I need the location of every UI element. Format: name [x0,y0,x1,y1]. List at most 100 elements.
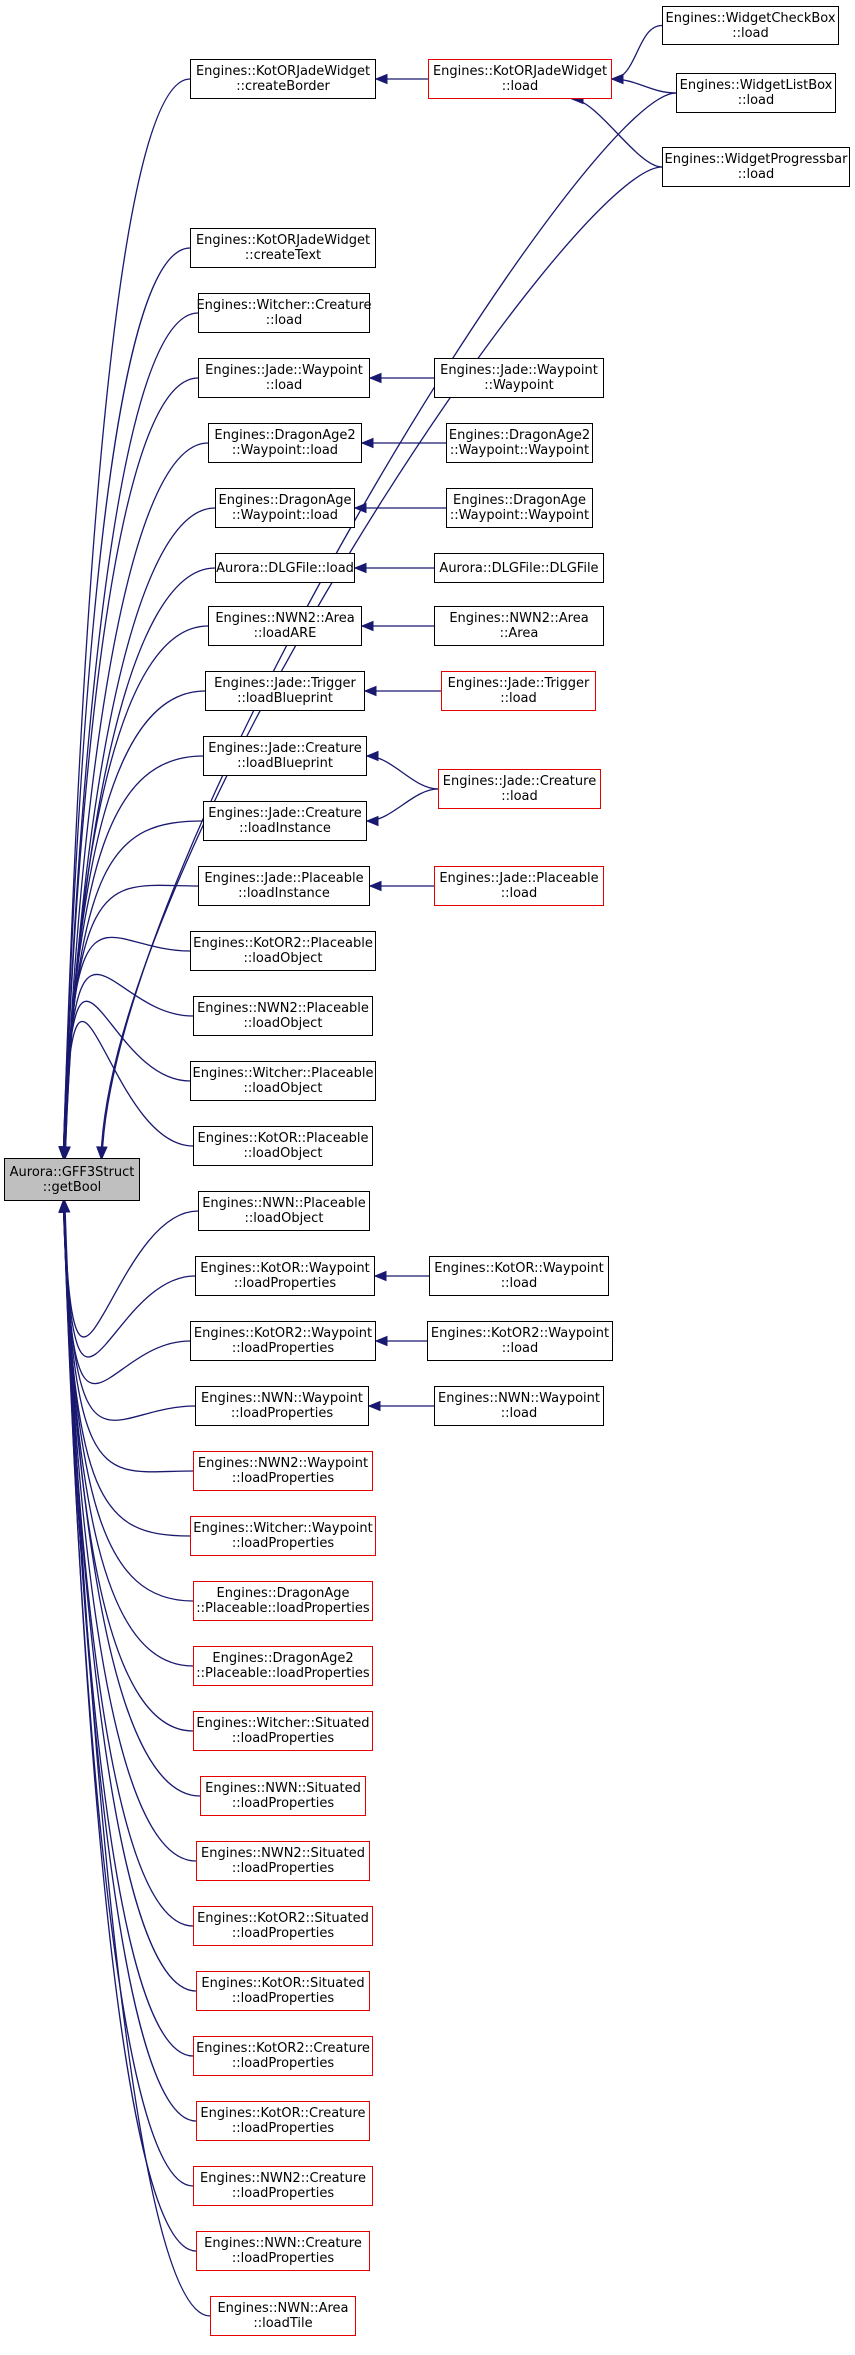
edge-arrowhead [360,437,374,449]
edge-nat-to-root [64,1200,211,2317]
graph-node-kwl[interactable]: Engines::KotOR::Waypoint::load [429,1256,609,1296]
node-label-line: ::load [265,313,303,328]
graph-node-dww[interactable]: Engines::DragonAge::Waypoint::Waypoint [446,488,593,528]
graph-node-nwl[interactable]: Engines::NWN::Waypoint::load [434,1386,604,1426]
node-label-line: Engines::WidgetListBox [679,78,833,93]
graph-node-k2sp[interactable]: Engines::KotOR2::Situated::loadPropertie… [193,1906,373,1946]
node-label-line: ::Placeable::loadProperties [196,1601,370,1616]
node-label-line: ::loadInstance [238,886,330,901]
node-label-line: ::loadProperties [233,1276,337,1291]
graph-node-k2wl[interactable]: Engines::KotOR2::Waypoint::load [427,1321,613,1361]
node-label-line: Engines::KotOR::Waypoint [200,1261,370,1276]
graph-node-k2po[interactable]: Engines::KotOR2::Placeable::loadObject [190,931,376,971]
graph-node-n2sp[interactable]: Engines::NWN2::Situated::loadProperties [196,1841,370,1881]
node-label-line: Engines::NWN::Waypoint [201,1391,363,1406]
node-label-line: Engines::NWN2::Area [449,611,589,626]
graph-node-n2po[interactable]: Engines::NWN2::Placeable::loadObject [193,996,373,1036]
graph-node-wpo[interactable]: Engines::Witcher::Placeable::loadObject [190,1061,376,1101]
graph-node-dlgd[interactable]: Aurora::DLGFile::DLGFile [434,553,604,583]
edge-arrowhead [610,73,624,85]
node-label-line: ::loadProperties [231,1991,335,2006]
graph-node-dlgl[interactable]: Aurora::DLGFile::load [215,553,355,583]
node-label-line: ::loadObject [244,1211,324,1226]
graph-node-wpb[interactable]: Engines::WidgetProgressbar::load [662,147,850,187]
edge-kcb-to-root [62,78,191,1159]
graph-node-kwp[interactable]: Engines::KotOR::Waypoint::loadProperties [195,1256,375,1296]
edge-wpb-to-root [100,166,663,1159]
edge-jwl-to-root [63,377,199,1159]
graph-node-ncp[interactable]: Engines::NWN::Creature::loadProperties [196,2231,370,2271]
node-label-line: Engines::NWN::Placeable [202,1196,366,1211]
graph-node-jpl[interactable]: Engines::Jade::Placeable::load [434,866,604,906]
graph-node-d2ww[interactable]: Engines::DragonAge2::Waypoint::Waypoint [446,423,593,463]
graph-node-npo[interactable]: Engines::NWN::Placeable::loadObject [198,1191,370,1231]
graph-node-jwl[interactable]: Engines::Jade::Waypoint::load [198,358,370,398]
graph-node-wcl[interactable]: Engines::Witcher::Creature::load [196,293,372,333]
graph-node-ksp[interactable]: Engines::KotOR::Situated::loadProperties [196,1971,370,2011]
graph-node-kl[interactable]: Engines::KotORJadeWidget::load [428,59,612,99]
node-label-line: Engines::NWN::Situated [205,1781,361,1796]
node-label-line: Engines::Witcher::Placeable [192,1066,374,1081]
node-label-line: Engines::Witcher::Creature [196,298,372,313]
graph-node-jci[interactable]: Engines::Jade::Creature::loadInstance [203,801,367,841]
node-label-line: Engines::Jade::Waypoint [205,363,363,378]
node-label-line: ::Waypoint::load [231,443,339,458]
node-label-line: ::loadProperties [231,1731,335,1746]
edge-k2po-to-root [62,936,191,1159]
graph-node-jcb[interactable]: Engines::Jade::Creature::loadBlueprint [203,736,367,776]
edge-nsp-to-root [63,1200,201,1797]
node-label-line: Engines::NWN::Creature [204,2236,362,2251]
graph-node-nwp[interactable]: Engines::NWN::Waypoint::loadProperties [195,1386,369,1426]
node-label-line: Engines::Witcher::Situated [196,1716,370,1731]
graph-node-d2pp[interactable]: Engines::DragonAge2::Placeable::loadProp… [193,1646,373,1686]
graph-node-nat[interactable]: Engines::NWN::Area::loadTile [210,2296,356,2336]
node-label-line: Engines::WidgetProgressbar [664,152,848,167]
graph-node-jpi[interactable]: Engines::Jade::Placeable::loadInstance [198,866,370,906]
graph-node-kcb[interactable]: Engines::KotORJadeWidget::createBorder [190,59,376,99]
graph-node-nsp[interactable]: Engines::NWN::Situated::loadProperties [200,1776,366,1816]
edge-wlb-to-root [101,92,677,1159]
node-label-line: ::loadInstance [239,821,331,836]
node-label-line: Engines::NWN2::Placeable [197,1001,369,1016]
edge-arrowhead [353,502,367,514]
node-label-line: Engines::KotOR2::Waypoint [193,1326,373,1341]
graph-node-root[interactable]: Aurora::GFF3Struct::getBool [4,1158,140,1201]
graph-node-jtb[interactable]: Engines::Jade::Trigger::loadBlueprint [205,671,365,711]
graph-node-kpo[interactable]: Engines::KotOR::Placeable::loadObject [193,1126,373,1166]
node-label-line: ::createBorder [236,79,330,94]
node-label-line: Engines::DragonAge2 [212,1651,354,1666]
graph-node-wsp[interactable]: Engines::Witcher::Situated::loadProperti… [193,1711,373,1751]
graph-node-k2wp[interactable]: Engines::KotOR2::Waypoint::loadPropertie… [190,1321,376,1361]
node-label-line: Engines::KotOR::Situated [201,1976,365,1991]
graph-node-n2cp[interactable]: Engines::NWN2::Creature::loadProperties [193,2166,373,2206]
graph-node-wcb[interactable]: Engines::WidgetCheckBox::load [662,6,839,45]
node-label-line: ::loadProperties [231,1341,335,1356]
edge-k2wp-to-root [62,1200,191,1385]
edge-wwp-to-root [62,1200,191,1537]
edge-nwp-to-root [62,1200,196,1421]
edge-arrowhead [363,685,377,697]
graph-node-jcl[interactable]: Engines::Jade::Creature::load [438,769,601,809]
node-label-line: ::loadProperties [231,1471,335,1486]
graph-node-jtl[interactable]: Engines::Jade::Trigger::load [441,671,596,711]
node-label-line: ::load [501,79,539,94]
edge-arrowhead [365,750,379,762]
graph-node-kcp[interactable]: Engines::KotOR::Creature::loadProperties [196,2101,370,2141]
graph-node-wlb[interactable]: Engines::WidgetListBox::load [676,73,836,113]
graph-node-n2aa[interactable]: Engines::NWN2::Area::Area [434,606,604,646]
graph-node-jww[interactable]: Engines::Jade::Waypoint::Waypoint [434,358,604,398]
node-label-line: ::loadProperties [231,2251,335,2266]
graph-node-d2wl[interactable]: Engines::DragonAge2::Waypoint::load [208,423,362,463]
graph-node-n2wp[interactable]: Engines::NWN2::Waypoint::loadProperties [193,1451,373,1491]
graph-node-k2cp[interactable]: Engines::KotOR2::Creature::loadPropertie… [193,2036,373,2076]
graph-node-wwp[interactable]: Engines::Witcher::Waypoint::loadProperti… [190,1516,376,1556]
node-label-line: ::loadProperties [231,1926,335,1941]
graph-node-n2al[interactable]: Engines::NWN2::Area::loadARE [208,606,362,646]
graph-node-dwl[interactable]: Engines::DragonAge::Waypoint::load [215,488,355,528]
edge-arrowhead [365,815,379,827]
edge-ncp-to-root [63,1200,197,2252]
graph-node-dpp[interactable]: Engines::DragonAge::Placeable::loadPrope… [193,1581,373,1621]
edge-k2cp-to-root [62,1200,194,2057]
graph-node-kct[interactable]: Engines::KotORJadeWidget::createText [190,228,376,268]
node-label-line: Engines::KotORJadeWidget [432,64,608,79]
